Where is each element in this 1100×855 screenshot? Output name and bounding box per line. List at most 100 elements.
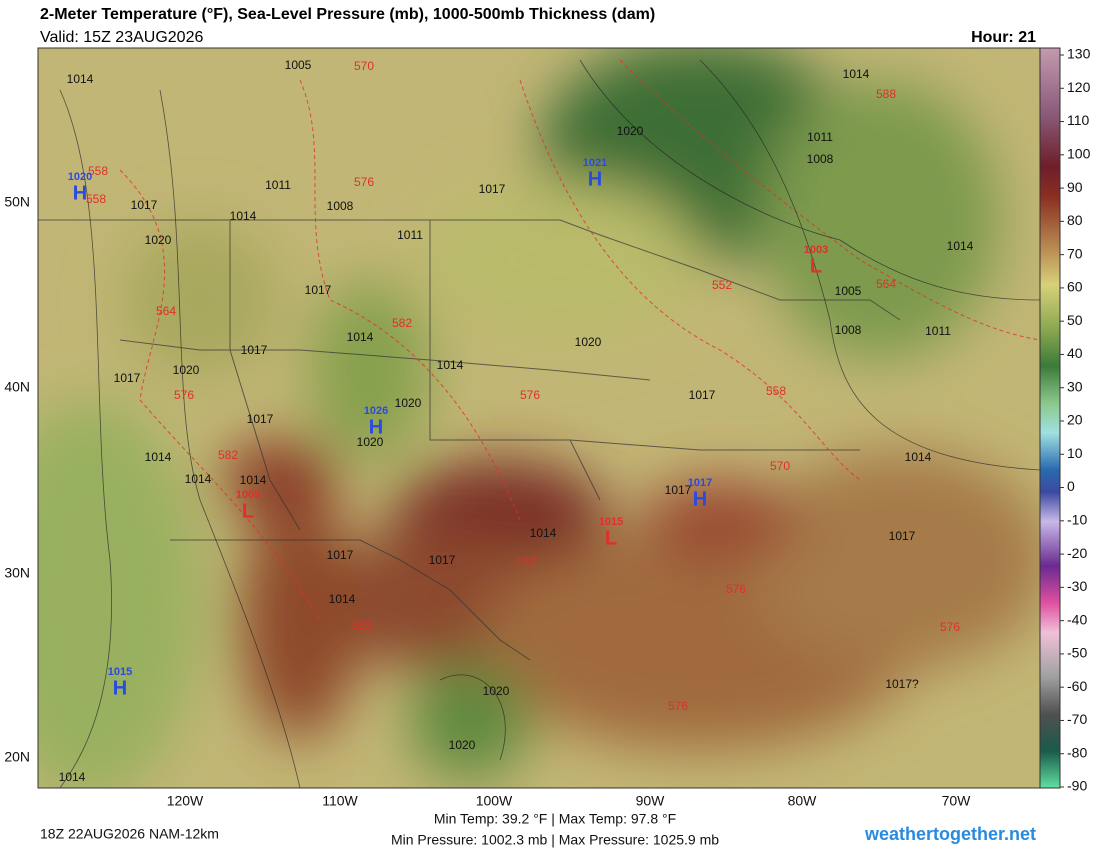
thickness-label: 570 xyxy=(770,459,790,473)
isobar-label: 1014 xyxy=(530,526,557,540)
isobar-label: 1008 xyxy=(835,323,862,337)
longitude-label: 110W xyxy=(322,793,358,809)
isobar-label: 1014 xyxy=(67,72,94,86)
isobars xyxy=(59,59,1040,788)
longitude-label: 90W xyxy=(636,793,666,809)
center-pressure: 1015 xyxy=(599,516,623,528)
isobar-label: 1014 xyxy=(329,592,356,606)
center-symbol: H xyxy=(73,182,87,204)
isobar-label: 1011 xyxy=(925,324,951,338)
isobar-label: 1014 xyxy=(347,330,374,344)
thickness-label: 576 xyxy=(668,699,688,713)
colorbar-tick-label: 90 xyxy=(1067,179,1083,195)
isobar-label: 1008 xyxy=(327,199,354,213)
thickness-label: 588 xyxy=(876,87,896,101)
colorbar-tick-label: 100 xyxy=(1067,146,1091,162)
isobar-label: 1017 xyxy=(429,553,456,567)
longitude-label: 70W xyxy=(942,793,972,809)
colorbar-tick-label: -20 xyxy=(1067,545,1087,561)
thickness-label: 558 xyxy=(88,164,108,178)
colorbar-tick-label: 110 xyxy=(1067,112,1090,128)
colorbar-tick-label: 20 xyxy=(1067,412,1083,428)
borders xyxy=(38,219,901,661)
thickness-label: 576 xyxy=(726,582,746,596)
latitude-label: 30N xyxy=(4,565,30,581)
thickness-label: 582 xyxy=(392,316,412,330)
isobar-label: 1011 xyxy=(807,130,833,144)
thickness-label: 576 xyxy=(174,388,194,402)
center-pressure: 1020 xyxy=(68,171,92,183)
isobar-label: 1014 xyxy=(947,239,974,253)
thickness-label: 564 xyxy=(876,277,896,291)
colorbar-tick-label: 70 xyxy=(1067,245,1083,261)
colorbar-tick-label: 10 xyxy=(1067,445,1083,461)
thickness-label: 576 xyxy=(354,175,374,189)
thickness-label: 570 xyxy=(354,59,374,73)
temp-range: Min Temp: 39.2 °F | Max Temp: 97.8 °F xyxy=(434,811,676,827)
thickness-label: 582 xyxy=(218,448,238,462)
thickness-label: 558 xyxy=(86,192,106,206)
colorbar-tick-label: -30 xyxy=(1067,578,1087,594)
title: 2-Meter Temperature (°F), Sea-Level Pres… xyxy=(40,6,655,23)
isobar-label: 1017 xyxy=(689,388,716,402)
colorbar-tick-label: 40 xyxy=(1067,345,1083,361)
isobar-label: 1014 xyxy=(59,770,86,784)
isobar-label: 1014 xyxy=(145,450,172,464)
isobar-label: 1017 xyxy=(131,198,158,212)
longitude-label: 120W xyxy=(167,793,204,809)
center-pressure: 1009 xyxy=(236,489,260,501)
colorbar-tick-label: -80 xyxy=(1067,744,1087,760)
isobar-label: 1020 xyxy=(617,124,644,138)
thickness-label: 576 xyxy=(940,620,960,634)
center-pressure: 1017 xyxy=(688,477,712,489)
isobar-label: 1017 xyxy=(247,412,274,426)
colorbar-tick-label: 120 xyxy=(1067,79,1091,95)
center-symbol: H xyxy=(588,168,602,190)
isobar-label: 1020 xyxy=(173,363,200,377)
thickness-label: 552 xyxy=(712,278,732,292)
isobar-label: 1020 xyxy=(483,684,510,698)
latitude-label: 40N xyxy=(4,379,30,395)
isobar-label: 1014 xyxy=(240,473,267,487)
colorbar xyxy=(1039,47,1061,789)
pressure-range: Min Pressure: 1002.3 mb | Max Pressure: … xyxy=(391,832,719,848)
colorbar-tick-label: -90 xyxy=(1067,778,1087,794)
colorbar-tick-label: 60 xyxy=(1067,279,1083,295)
center-symbol: L xyxy=(810,255,822,277)
isobar-label: 1020 xyxy=(449,738,476,752)
colorbar-tick-label: -60 xyxy=(1067,678,1087,694)
forecast-hour: Hour: 21 xyxy=(971,29,1036,46)
thickness-label: 558 xyxy=(766,384,786,398)
center-pressure: 1026 xyxy=(364,405,388,417)
isobar-label: 1017 xyxy=(889,529,916,543)
isobar-label: 1017 xyxy=(479,182,506,196)
colorbar-tick-label: 30 xyxy=(1067,378,1083,394)
latitude-label: 20N xyxy=(4,749,30,765)
colorbar-tick-label: 50 xyxy=(1067,312,1083,328)
valid-time: Valid: 15Z 23AUG2026 xyxy=(40,29,203,46)
colorbar-tick-label: -10 xyxy=(1067,512,1087,528)
isobar-label: 1011 xyxy=(397,228,423,242)
isobar-label: 1011 xyxy=(265,178,291,192)
site-name[interactable]: weathertogether.net xyxy=(864,824,1036,844)
longitude-label: 100W xyxy=(476,793,513,809)
thickness-label: 582 xyxy=(516,555,536,569)
thickness-label: 582 xyxy=(352,618,372,632)
isobar-label: 1017? xyxy=(885,677,919,691)
isobar-label: 1020 xyxy=(395,396,422,410)
colorbar-tick-label: -40 xyxy=(1067,611,1087,627)
colorbar-tick-label: -50 xyxy=(1067,645,1087,661)
center-symbol: H xyxy=(693,488,707,510)
isobar-label: 1014 xyxy=(185,472,212,486)
isobar-label: 1020 xyxy=(357,435,384,449)
isobar-label: 1017 xyxy=(327,548,354,562)
isobar-label: 1005 xyxy=(285,58,312,72)
isobar-label: 1014 xyxy=(843,67,870,81)
isobar-label: 1014 xyxy=(437,358,464,372)
isobar-label: 1014 xyxy=(905,450,932,464)
thickness-label: 576 xyxy=(520,388,540,402)
isobar-label: 1005 xyxy=(835,284,862,298)
latitude-label: 50N xyxy=(4,194,30,210)
isobar-label: 1020 xyxy=(575,335,602,349)
